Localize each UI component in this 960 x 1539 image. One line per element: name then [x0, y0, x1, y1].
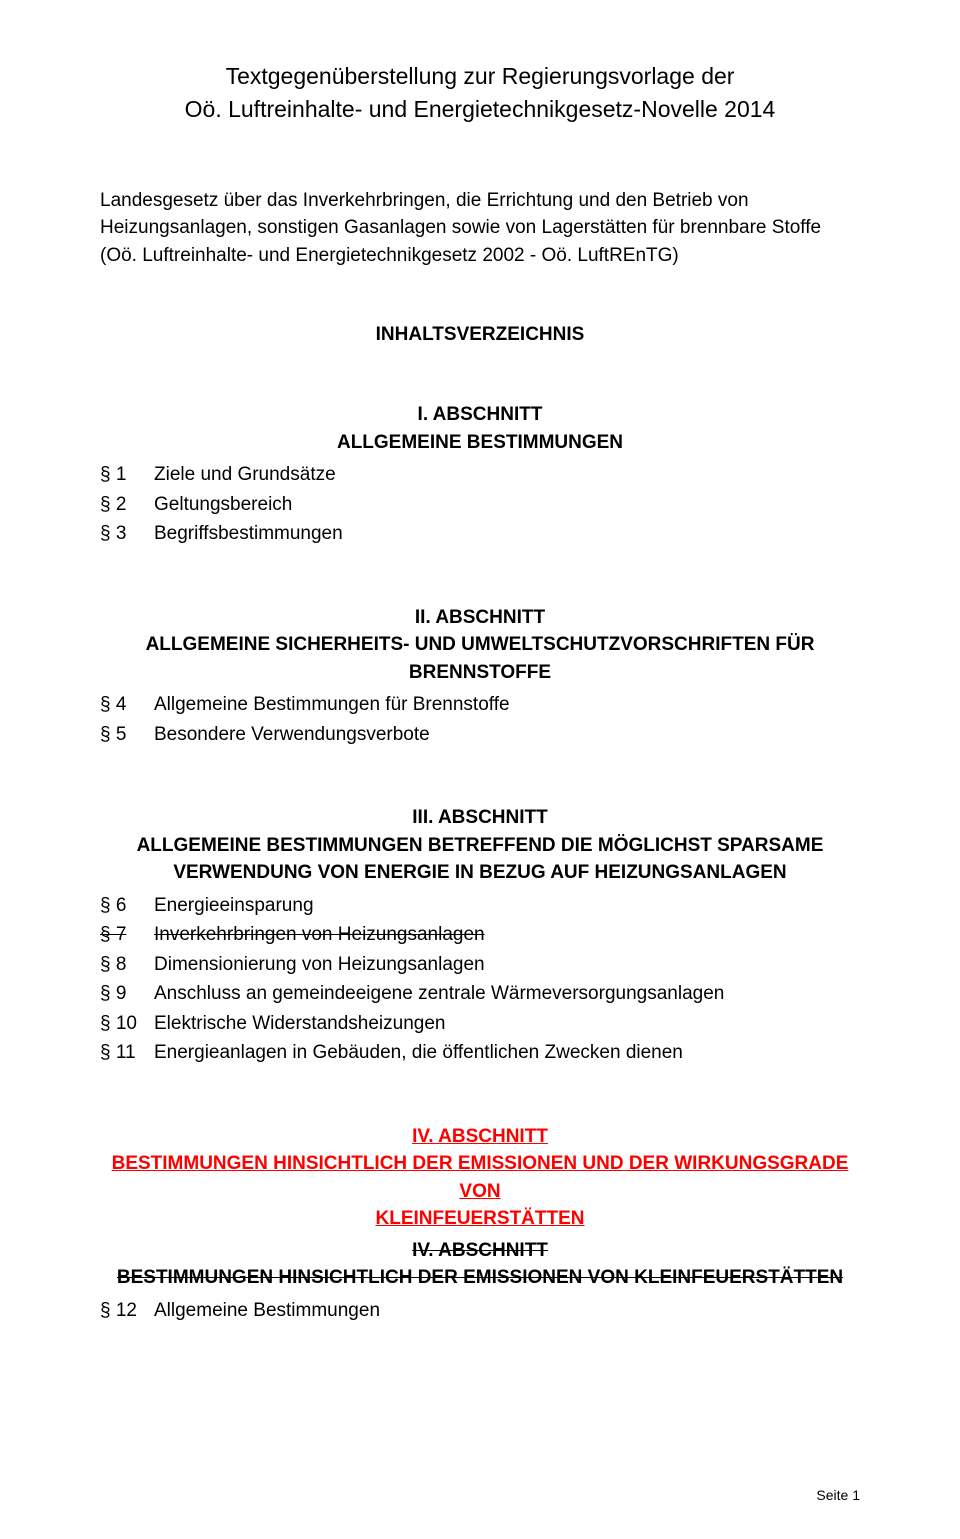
toc-para: § 6 [100, 891, 154, 920]
toc-item: § 10 Elektrische Widerstandsheizungen [100, 1009, 860, 1038]
document-page: Textgegenüberstellung zur Regierungsvorl… [0, 0, 960, 1539]
law-intro-paragraph: Landesgesetz über das Inverkehrbringen, … [100, 187, 860, 270]
section-1-block: I. ABSCHNITT ALLGEMEINE BESTIMMUNGEN § 1… [100, 401, 860, 548]
toc-item: § 11 Energieanlagen in Gebäuden, die öff… [100, 1038, 860, 1067]
toc-item: § 8 Dimensionierung von Heizungsanlagen [100, 950, 860, 979]
toc-text: Allgemeine Bestimmungen [154, 1296, 860, 1325]
section-3-label: III. ABSCHNITT [100, 804, 860, 832]
section-4-items: § 12 Allgemeine Bestimmungen [100, 1296, 860, 1325]
section-1-items: § 1 Ziele und Grundsätze § 2 Geltungsber… [100, 460, 860, 548]
toc-item: § 1 Ziele und Grundsätze [100, 460, 860, 489]
toc-text: Anschluss an gemeindeeigene zentrale Wär… [154, 979, 860, 1008]
section-3-items: § 6 Energieeinsparung § 7 Inverkehrbring… [100, 891, 860, 1068]
section-2-block: II. ABSCHNITT ALLGEMEINE SICHERHEITS- UN… [100, 604, 860, 750]
section-4-del-label: IV. ABSCHNITT [100, 1237, 860, 1265]
toc-para: § 11 [100, 1038, 154, 1067]
toc-para: § 2 [100, 490, 154, 519]
section-2-items: § 4 Allgemeine Bestimmungen für Brennsto… [100, 690, 860, 749]
toc-text: Geltungsbereich [154, 490, 860, 519]
section-3-block: III. ABSCHNITT ALLGEMEINE BESTIMMUNGEN B… [100, 804, 860, 1067]
toc-para: § 10 [100, 1009, 154, 1038]
section-4-ins-title-line1: BESTIMMUNGEN HINSICHTLICH DER EMISSIONEN… [100, 1150, 860, 1205]
document-title: Textgegenüberstellung zur Regierungsvorl… [100, 60, 860, 127]
toc-para: § 5 [100, 720, 154, 749]
toc-item: § 6 Energieeinsparung [100, 891, 860, 920]
toc-text: Energieeinsparung [154, 891, 860, 920]
inserted-text: KLEINFEUERSTÄTTEN [376, 1208, 585, 1229]
section-2-title-line1: ALLGEMEINE SICHERHEITS- UND UMWELTSCHUTZ… [100, 631, 860, 659]
inserted-text: BESTIMMUNGEN HINSICHTLICH DER EMISSIONEN… [112, 1153, 849, 1202]
toc-text: Inverkehrbringen von Heizungsanlagen [154, 920, 860, 949]
toc-item: § 9 Anschluss an gemeindeeigene zentrale… [100, 979, 860, 1008]
toc-item: § 2 Geltungsbereich [100, 490, 860, 519]
toc-item: § 5 Besondere Verwendungsverbote [100, 720, 860, 749]
section-1-label: I. ABSCHNITT [100, 401, 860, 429]
section-1-title: ALLGEMEINE BESTIMMUNGEN [100, 429, 860, 457]
toc-para: § 1 [100, 460, 154, 489]
toc-para: § 9 [100, 979, 154, 1008]
toc-heading: INHALTSVERZEICHNIS [100, 324, 860, 346]
section-2-label: II. ABSCHNITT [100, 604, 860, 632]
section-2-title-line2: BRENNSTOFFE [100, 659, 860, 687]
section-3-title-line1: ALLGEMEINE BESTIMMUNGEN BETREFFEND DIE M… [100, 832, 860, 860]
section-4-del-title: BESTIMMUNGEN HINSICHTLICH DER EMISSIONEN… [100, 1264, 860, 1292]
toc-text: Ziele und Grundsätze [154, 460, 860, 489]
toc-para: § 3 [100, 519, 154, 548]
toc-text: Begriffsbestimmungen [154, 519, 860, 548]
toc-para: § 7 [100, 920, 154, 949]
title-line-1: Textgegenüberstellung zur Regierungsvorl… [100, 60, 860, 93]
section-3-title-line2: VERWENDUNG VON ENERGIE IN BEZUG AUF HEIZ… [100, 859, 860, 887]
toc-item: § 12 Allgemeine Bestimmungen [100, 1296, 860, 1325]
toc-item: § 4 Allgemeine Bestimmungen für Brennsto… [100, 690, 860, 719]
toc-item-deleted: § 7 Inverkehrbringen von Heizungsanlagen [100, 920, 860, 949]
toc-text: Elektrische Widerstandsheizungen [154, 1009, 860, 1038]
toc-text: Allgemeine Bestimmungen für Brennstoffe [154, 690, 860, 719]
page-number: Seite 1 [816, 1487, 860, 1503]
toc-para: § 12 [100, 1296, 154, 1325]
toc-text: Energieanlagen in Gebäuden, die öffentli… [154, 1038, 860, 1067]
toc-item: § 3 Begriffsbestimmungen [100, 519, 860, 548]
title-line-2: Oö. Luftreinhalte- und Energietechnikges… [100, 93, 860, 126]
section-4-ins-title-line2: KLEINFEUERSTÄTTEN [100, 1205, 860, 1233]
inserted-text: IV. ABSCHNITT [412, 1126, 548, 1147]
toc-text: Dimensionierung von Heizungsanlagen [154, 950, 860, 979]
section-4-block: IV. ABSCHNITT BESTIMMUNGEN HINSICHTLICH … [100, 1123, 860, 1326]
toc-text: Besondere Verwendungsverbote [154, 720, 860, 749]
toc-para: § 4 [100, 690, 154, 719]
section-4-ins-label: IV. ABSCHNITT [100, 1123, 860, 1151]
toc-para: § 8 [100, 950, 154, 979]
